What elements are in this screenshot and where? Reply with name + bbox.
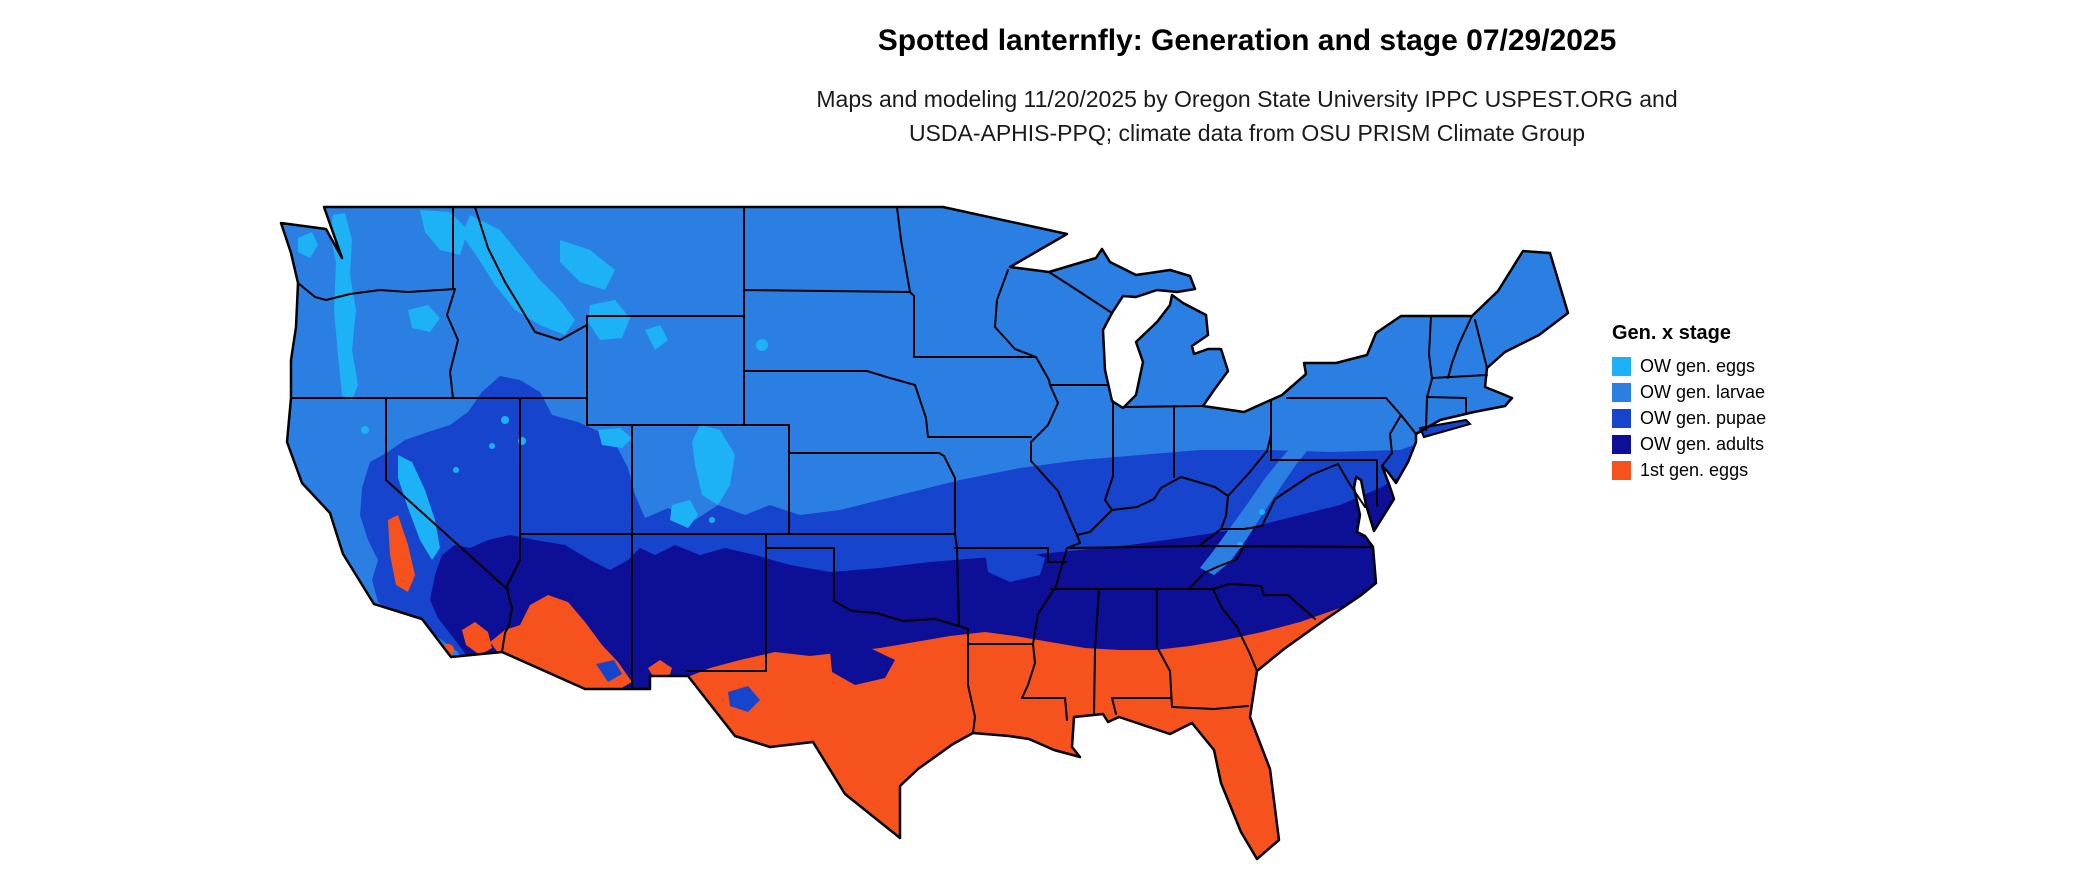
legend-swatch-ow-eggs <box>1612 357 1631 376</box>
subtitle-line-2: USDA-APHIS-PPQ; climate data from OSU PR… <box>908 120 1586 146</box>
legend-swatch-first-gen-eggs <box>1612 461 1631 480</box>
legend-label-ow-adults: OW gen. adults <box>1640 434 1765 454</box>
legend-item-ow-eggs: OW gen. eggs <box>1612 357 1766 376</box>
legend-label-first-gen-eggs: 1st gen. eggs <box>1640 460 1749 480</box>
long-island <box>1418 418 1472 439</box>
zone-pupae-patches <box>596 548 1045 712</box>
legend-swatch-ow-larvae <box>1612 383 1631 402</box>
zone-ow-eggs <box>298 210 1265 560</box>
legend-label-ow-larvae: OW gen. larvae <box>1640 382 1766 402</box>
subtitle-line-1: Maps and modeling 11/20/2025 by Oregon S… <box>816 86 1678 112</box>
legend-swatch-ow-pupae <box>1612 409 1631 428</box>
legend-swatch-ow-adults <box>1612 435 1631 454</box>
legend-item-ow-adults: OW gen. adults <box>1612 435 1766 454</box>
map-legend: Gen. x stage OW gen. eggs OW gen. larvae… <box>1612 322 1766 487</box>
legend-title: Gen. x stage <box>1612 322 1731 344</box>
state-borders <box>290 206 1488 734</box>
legend-item-first-gen-eggs: 1st gen. eggs <box>1612 461 1766 480</box>
zone-larvae-appalachians <box>1200 436 1316 575</box>
legend-item-ow-larvae: OW gen. larvae <box>1612 383 1766 402</box>
zone-adults-patches <box>830 648 895 685</box>
legend-item-ow-pupae: OW gen. pupae <box>1612 409 1766 428</box>
legend-label-ow-eggs: OW gen. eggs <box>1640 356 1756 376</box>
map-raster-zones <box>281 207 1568 859</box>
page-title: Spotted lanternfly: Generation and stage… <box>877 24 1617 57</box>
legend-label-ow-pupae: OW gen. pupae <box>1640 408 1767 428</box>
